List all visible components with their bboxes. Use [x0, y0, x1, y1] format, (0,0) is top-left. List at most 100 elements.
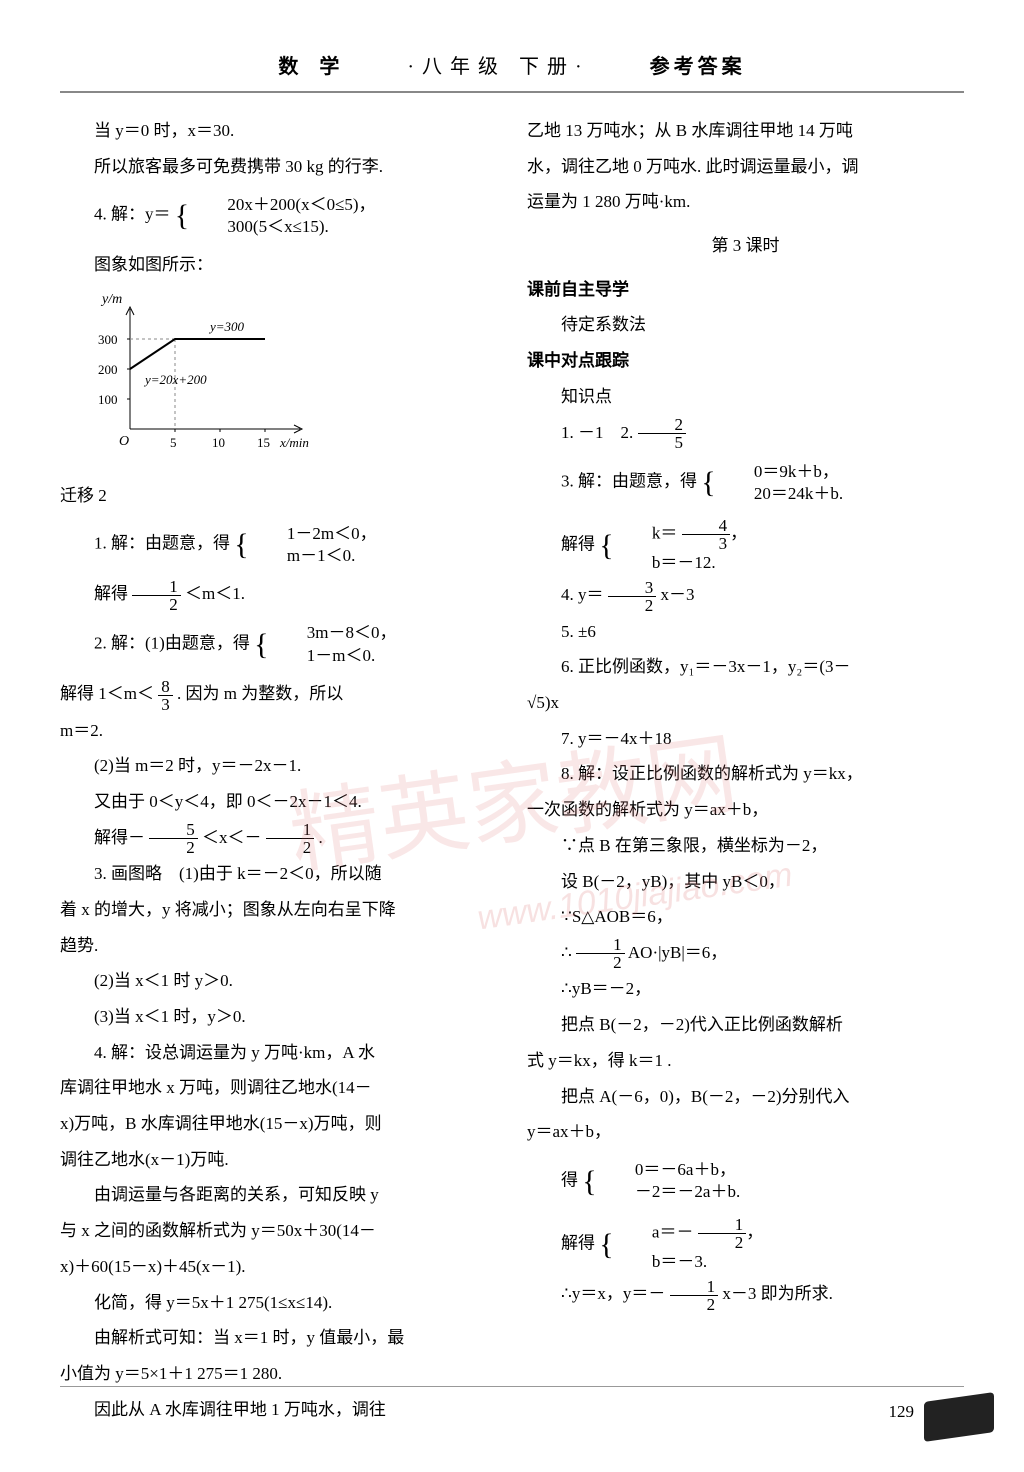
text-line: 设 B(－2，yB)，其中 yB＜0， — [527, 864, 964, 900]
text: 4. y＝ — [561, 585, 604, 604]
section-heading: 课前自主导学 — [527, 272, 964, 308]
text-line: 把点 A(－6，0)，B(－2，－2)分别代入 — [527, 1079, 964, 1115]
text-line: 式 y＝kx，得 k＝1 . — [527, 1043, 964, 1079]
x-tick: 15 — [257, 435, 270, 450]
page-header: 数 学 ·八年级 下册· 参考答案 — [60, 50, 964, 93]
case-line: 300(5＜x≤15). — [193, 216, 375, 238]
text-line: 解得 { k＝ 43， b＝－12. — [527, 514, 964, 577]
brace-icon: { — [175, 199, 189, 232]
fraction: 83 — [158, 678, 173, 713]
text-line: 把点 B(－2，－2)代入正比例函数解析 — [527, 1007, 964, 1043]
text-line: y＝ax＋b， — [527, 1114, 964, 1150]
text-line: 6. 正比例函数，y₁＝－3x－1，y₂＝(3－ — [527, 649, 964, 685]
text-line: √5)x — [527, 685, 964, 721]
fraction: 12 — [132, 578, 181, 613]
text: 解得－ — [94, 828, 145, 847]
problem-label: 1. 解：由题意，得 — [94, 534, 230, 553]
footer-rule — [60, 1386, 964, 1387]
text: x－3 — [661, 585, 695, 604]
case-line: 1－2m＜0， — [253, 523, 377, 545]
text-line: 待定系数法 — [527, 307, 964, 343]
text-line: 得 { 0＝－6a＋b， －2＝－2a＋b. — [527, 1150, 964, 1213]
text: 1. －1 2. — [561, 423, 633, 442]
text-line: 解得－ 52 ＜x＜－ 12 . — [60, 820, 497, 857]
y-axis-label: y/m — [100, 292, 122, 307]
text-line: 乙地 13 万吨水；从 B 水库调往甲地 14 万吨 — [527, 113, 964, 149]
text: . — [319, 828, 323, 847]
fraction: 12 — [670, 1278, 719, 1313]
case-line: m－1＜0. — [253, 545, 377, 567]
section-heading: 课中对点跟踪 — [527, 343, 964, 379]
text-line: 3. 画图略 (1)由于 k＝－2＜0，所以随 — [60, 856, 497, 892]
text: AO·|yB|＝6， — [628, 943, 727, 962]
text-line: ∴ 12 AO·|yB|＝6， — [527, 935, 964, 972]
y-tick: 100 — [98, 392, 118, 407]
header-section: 参考答案 — [650, 50, 746, 79]
text-line: 与 x 之间的函数解析式为 y＝50x＋30(14－ — [60, 1213, 497, 1249]
text: . 因为 m 为整数，所以 — [177, 684, 343, 703]
text: ＜x＜－ — [202, 828, 262, 847]
text-line: 5. ±6 — [527, 614, 964, 650]
text-line: 解得 1＜m＜ 83 . 因为 m 为整数，所以 — [60, 676, 497, 713]
text-line: (3)当 x＜1 时，y＞0. — [60, 999, 497, 1035]
text-line: ∴y＝x，y＝－ 12 x－3 即为所求. — [527, 1276, 964, 1313]
chart-container: y/m 100 200 300 5 10 15 O x/min — [90, 289, 497, 472]
x-axis-label: x/min — [279, 435, 309, 450]
case-line: k＝ 43， — [618, 517, 747, 552]
text-line: 1. －1 2. 25 — [527, 415, 964, 452]
case-line: b＝－3. — [618, 1251, 763, 1273]
text-line: ∴yB＝－2， — [527, 971, 964, 1007]
text-line: 由调运量与各距离的关系，可知反映 y — [60, 1177, 497, 1213]
case-line: 3m－8＜0， — [273, 622, 397, 644]
case-line: 1－m＜0. — [273, 645, 397, 667]
fraction: 43 — [682, 517, 731, 552]
fraction: 12 — [576, 936, 625, 971]
brace-icon: { — [234, 528, 248, 561]
section-heading: 迁移 2 — [60, 478, 497, 514]
text-line: 解得 12 ＜m＜1. — [60, 576, 497, 613]
case-line: －2＝－2a＋b. — [601, 1181, 740, 1203]
text: 3. 解：由题意，得 — [561, 472, 697, 491]
content-columns: 当 y＝0 时，x＝30. 所以旅客最多可免费携带 30 kg 的行李. 4. … — [60, 113, 964, 1427]
text-line: 7. y＝－4x＋18 — [527, 721, 964, 757]
text-line: 当 y＝0 时，x＝30. — [60, 113, 497, 149]
text-line: 调往乙地水(x－1)万吨. — [60, 1142, 497, 1178]
x-tick: 10 — [212, 435, 225, 450]
fraction: 25 — [638, 416, 687, 451]
brace-icon: { — [582, 1165, 596, 1198]
case-line: a＝－ 12， — [618, 1216, 763, 1251]
brace-icon: { — [701, 466, 715, 499]
text-line: x)万吨，B 水库调往甲地水(15－x)万吨，则 — [60, 1106, 497, 1142]
text-line: 4. 解：y＝ { 20x＋200(x＜0≤5)， 300(5＜x≤15). — [60, 184, 497, 247]
text-line: 3. 解：由题意，得 { 0＝9k＋b， 20＝24k＋b. — [527, 451, 964, 514]
text-line: 知识点 — [527, 379, 964, 415]
case-line: 20＝24k＋b. — [720, 483, 843, 505]
text-line: (2)当 m＝2 时，y＝－2x－1. — [60, 748, 497, 784]
brace-icon: { — [599, 1228, 613, 1261]
text: 解得 — [561, 535, 595, 554]
case-line: 0＝9k＋b， — [720, 461, 843, 483]
text: ∴y＝x，y＝－ — [561, 1284, 665, 1303]
text-line: x)＋60(15－x)＋45(x－1). — [60, 1249, 497, 1285]
text-line: 又由于 0＜y＜4，即 0＜－2x－1＜4. — [60, 784, 497, 820]
case-line: b＝－12. — [618, 552, 747, 574]
text-line: 解得 { a＝－ 12， b＝－3. — [527, 1213, 964, 1276]
text-line: 库调往甲地水 x 万吨，则调往乙地水(14－ — [60, 1070, 497, 1106]
corner-smudge — [924, 1392, 994, 1442]
problem-label: 2. 解：(1)由题意，得 — [94, 633, 250, 652]
brace-icon: { — [599, 529, 613, 562]
text: x－3 即为所求. — [722, 1284, 833, 1303]
case-line: 20x＋200(x＜0≤5)， — [193, 194, 375, 216]
text-line: 趋势. — [60, 928, 497, 964]
text-line: m＝2. — [60, 713, 497, 749]
text-line: 因此从 A 水库调往甲地 1 万吨水，调往 — [60, 1392, 497, 1428]
fraction: 12 — [698, 1216, 747, 1251]
sol-label: 4. 解：y＝ — [94, 205, 171, 224]
origin-label: O — [119, 434, 129, 449]
line-chart: y/m 100 200 300 5 10 15 O x/min — [90, 289, 320, 459]
fraction: 52 — [149, 821, 198, 856]
text-line: 4. 解：设总调运量为 y 万吨·km，A 水 — [60, 1035, 497, 1071]
x-tick: 5 — [170, 435, 177, 450]
header-grade: ·八年级 下册· — [407, 50, 589, 79]
text-line: 2. 解：(1)由题意，得 { 3m－8＜0， 1－m＜0. — [60, 613, 497, 676]
